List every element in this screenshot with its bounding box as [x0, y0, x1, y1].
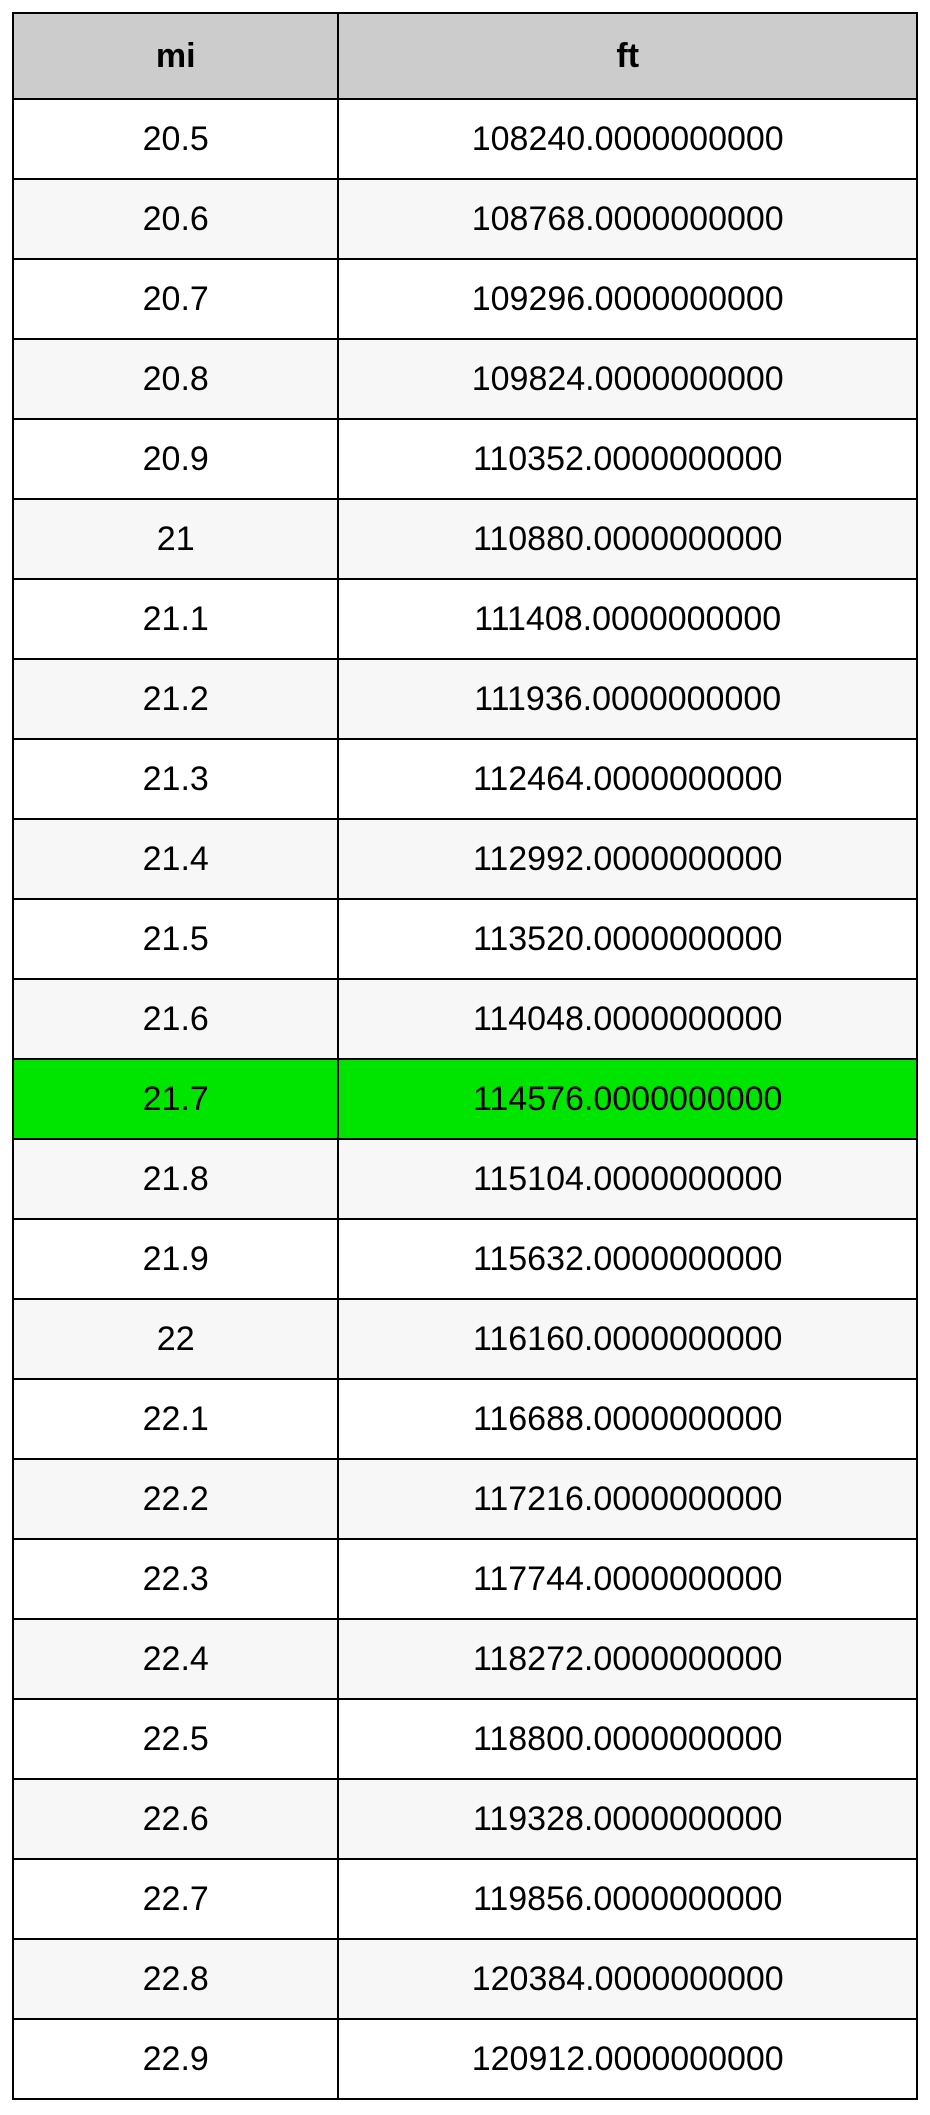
- table-row: 20.6108768.0000000000: [13, 179, 917, 259]
- table-row: 22.7119856.0000000000: [13, 1859, 917, 1939]
- table-row: 21.9115632.0000000000: [13, 1219, 917, 1299]
- cell-mi: 21.3: [13, 739, 338, 819]
- cell-ft: 109296.0000000000: [338, 259, 917, 339]
- cell-ft: 112992.0000000000: [338, 819, 917, 899]
- cell-mi: 20.5: [13, 99, 338, 179]
- cell-mi: 22.5: [13, 1699, 338, 1779]
- table-row: 21.8115104.0000000000: [13, 1139, 917, 1219]
- cell-mi: 22.6: [13, 1779, 338, 1859]
- cell-ft: 117216.0000000000: [338, 1459, 917, 1539]
- table-row: 20.5108240.0000000000: [13, 99, 917, 179]
- table-row: 22.8120384.0000000000: [13, 1939, 917, 2019]
- cell-mi: 21.4: [13, 819, 338, 899]
- cell-ft: 118800.0000000000: [338, 1699, 917, 1779]
- cell-mi: 20.8: [13, 339, 338, 419]
- cell-ft: 108240.0000000000: [338, 99, 917, 179]
- table-row: 21110880.0000000000: [13, 499, 917, 579]
- cell-mi: 21.7: [13, 1059, 338, 1139]
- cell-ft: 115632.0000000000: [338, 1219, 917, 1299]
- cell-ft: 120912.0000000000: [338, 2019, 917, 2099]
- cell-ft: 111936.0000000000: [338, 659, 917, 739]
- cell-mi: 20.9: [13, 419, 338, 499]
- table-row: 22.6119328.0000000000: [13, 1779, 917, 1859]
- cell-ft: 109824.0000000000: [338, 339, 917, 419]
- cell-ft: 120384.0000000000: [338, 1939, 917, 2019]
- table-row: 22.1116688.0000000000: [13, 1379, 917, 1459]
- cell-mi: 22.8: [13, 1939, 338, 2019]
- conversion-table-container: mi ft 20.5108240.0000000000 20.6108768.0…: [0, 0, 930, 2112]
- cell-mi: 21: [13, 499, 338, 579]
- table-row: 21.3112464.0000000000: [13, 739, 917, 819]
- table-header-mi: mi: [13, 13, 338, 99]
- table-row: 22.9120912.0000000000: [13, 2019, 917, 2099]
- cell-mi: 22.3: [13, 1539, 338, 1619]
- table-row: 22.3117744.0000000000: [13, 1539, 917, 1619]
- table-row: 20.7109296.0000000000: [13, 259, 917, 339]
- table-row: 22116160.0000000000: [13, 1299, 917, 1379]
- cell-ft: 110880.0000000000: [338, 499, 917, 579]
- cell-ft: 116160.0000000000: [338, 1299, 917, 1379]
- table-row: 21.6114048.0000000000: [13, 979, 917, 1059]
- cell-ft: 118272.0000000000: [338, 1619, 917, 1699]
- cell-ft: 113520.0000000000: [338, 899, 917, 979]
- table-row: 21.2111936.0000000000: [13, 659, 917, 739]
- cell-mi: 22.4: [13, 1619, 338, 1699]
- cell-ft: 119856.0000000000: [338, 1859, 917, 1939]
- cell-ft: 110352.0000000000: [338, 419, 917, 499]
- table-row: 22.5118800.0000000000: [13, 1699, 917, 1779]
- cell-mi: 20.7: [13, 259, 338, 339]
- table-row: 22.4118272.0000000000: [13, 1619, 917, 1699]
- cell-ft: 112464.0000000000: [338, 739, 917, 819]
- cell-mi: 21.1: [13, 579, 338, 659]
- cell-mi: 21.2: [13, 659, 338, 739]
- cell-mi: 22.7: [13, 1859, 338, 1939]
- cell-mi: 20.6: [13, 179, 338, 259]
- table-row: 22.2117216.0000000000: [13, 1459, 917, 1539]
- cell-ft: 119328.0000000000: [338, 1779, 917, 1859]
- cell-ft: 114048.0000000000: [338, 979, 917, 1059]
- cell-mi: 21.5: [13, 899, 338, 979]
- cell-mi: 21.6: [13, 979, 338, 1059]
- cell-mi: 21.8: [13, 1139, 338, 1219]
- table-row: 21.4112992.0000000000: [13, 819, 917, 899]
- cell-ft: 114576.0000000000: [338, 1059, 917, 1139]
- cell-mi: 22: [13, 1299, 338, 1379]
- table-body: 20.5108240.0000000000 20.6108768.0000000…: [13, 99, 917, 2099]
- table-row: 20.9110352.0000000000: [13, 419, 917, 499]
- table-row: 21.5113520.0000000000: [13, 899, 917, 979]
- table-header-row: mi ft: [13, 13, 917, 99]
- conversion-table: mi ft 20.5108240.0000000000 20.6108768.0…: [12, 12, 918, 2100]
- cell-ft: 117744.0000000000: [338, 1539, 917, 1619]
- cell-mi: 22.2: [13, 1459, 338, 1539]
- cell-ft: 111408.0000000000: [338, 579, 917, 659]
- cell-ft: 116688.0000000000: [338, 1379, 917, 1459]
- cell-mi: 22.1: [13, 1379, 338, 1459]
- table-row-highlighted: 21.7114576.0000000000: [13, 1059, 917, 1139]
- table-row: 20.8109824.0000000000: [13, 339, 917, 419]
- cell-ft: 115104.0000000000: [338, 1139, 917, 1219]
- cell-mi: 21.9: [13, 1219, 338, 1299]
- table-row: 21.1111408.0000000000: [13, 579, 917, 659]
- cell-ft: 108768.0000000000: [338, 179, 917, 259]
- table-header-ft: ft: [338, 13, 917, 99]
- cell-mi: 22.9: [13, 2019, 338, 2099]
